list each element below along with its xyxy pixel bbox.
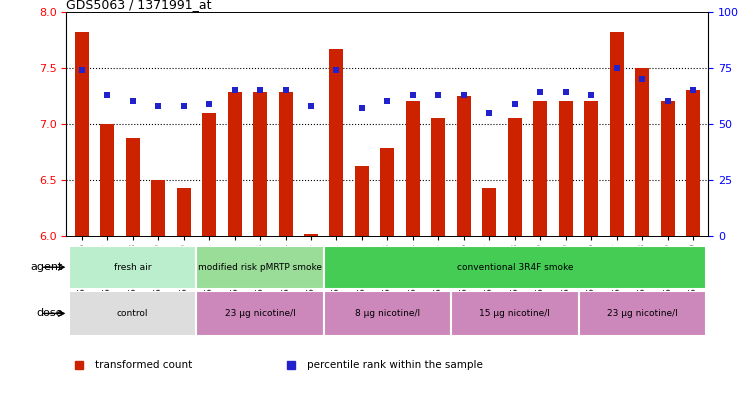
Bar xyxy=(278,92,292,236)
Text: fresh air: fresh air xyxy=(114,263,151,272)
Point xyxy=(611,64,623,71)
Bar xyxy=(508,118,522,236)
Bar xyxy=(176,187,190,236)
Bar xyxy=(151,180,165,236)
Bar xyxy=(69,246,196,289)
Point xyxy=(483,110,495,116)
Bar xyxy=(125,138,139,236)
Point xyxy=(76,67,88,73)
Bar xyxy=(661,101,675,236)
Text: modified risk pMRTP smoke: modified risk pMRTP smoke xyxy=(198,263,322,272)
Point xyxy=(585,92,597,98)
Bar xyxy=(686,90,700,236)
Point xyxy=(458,92,470,98)
Point xyxy=(662,98,674,105)
Bar xyxy=(534,101,548,236)
Bar xyxy=(329,49,343,236)
Point xyxy=(331,67,342,73)
Point xyxy=(356,105,368,111)
Text: GDS5063 / 1371991_at: GDS5063 / 1371991_at xyxy=(66,0,212,11)
Bar xyxy=(451,291,579,336)
Bar xyxy=(381,149,394,236)
Point xyxy=(534,89,546,95)
Text: transformed count: transformed count xyxy=(95,360,193,371)
Bar xyxy=(483,187,497,236)
Bar xyxy=(324,246,706,289)
Bar xyxy=(100,124,114,236)
Text: control: control xyxy=(117,309,148,318)
Bar xyxy=(457,96,471,236)
Text: dose: dose xyxy=(36,309,63,318)
Bar xyxy=(559,101,573,236)
Point xyxy=(203,101,215,107)
Bar xyxy=(227,92,241,236)
Point xyxy=(127,98,139,105)
Bar xyxy=(610,32,624,236)
Bar xyxy=(69,291,196,336)
Bar xyxy=(355,166,369,236)
Point xyxy=(254,87,266,93)
Point xyxy=(178,103,190,109)
Bar xyxy=(202,113,216,236)
Point xyxy=(101,92,113,98)
Text: 8 μg nicotine/l: 8 μg nicotine/l xyxy=(355,309,420,318)
Text: percentile rank within the sample: percentile rank within the sample xyxy=(307,360,483,371)
Bar xyxy=(432,118,446,236)
Text: 23 μg nicotine/l: 23 μg nicotine/l xyxy=(607,309,677,318)
Bar xyxy=(324,291,451,336)
Bar xyxy=(196,291,324,336)
Point xyxy=(382,98,393,105)
Text: 23 μg nicotine/l: 23 μg nicotine/l xyxy=(224,309,295,318)
Bar xyxy=(406,101,420,236)
Bar xyxy=(196,246,324,289)
Bar xyxy=(635,68,649,236)
Text: agent: agent xyxy=(30,262,63,272)
Point xyxy=(152,103,164,109)
Point xyxy=(432,92,444,98)
Point xyxy=(407,92,419,98)
Point xyxy=(229,87,241,93)
Bar xyxy=(584,101,599,236)
Point xyxy=(280,87,292,93)
Point xyxy=(687,87,699,93)
Point xyxy=(305,103,317,109)
Bar xyxy=(75,32,89,236)
Bar xyxy=(304,233,318,236)
Bar xyxy=(253,92,267,236)
Point xyxy=(560,89,572,95)
Point xyxy=(636,76,648,82)
Bar xyxy=(579,291,706,336)
Text: 15 μg nicotine/l: 15 μg nicotine/l xyxy=(480,309,551,318)
Point xyxy=(509,101,521,107)
Text: conventional 3R4F smoke: conventional 3R4F smoke xyxy=(457,263,573,272)
